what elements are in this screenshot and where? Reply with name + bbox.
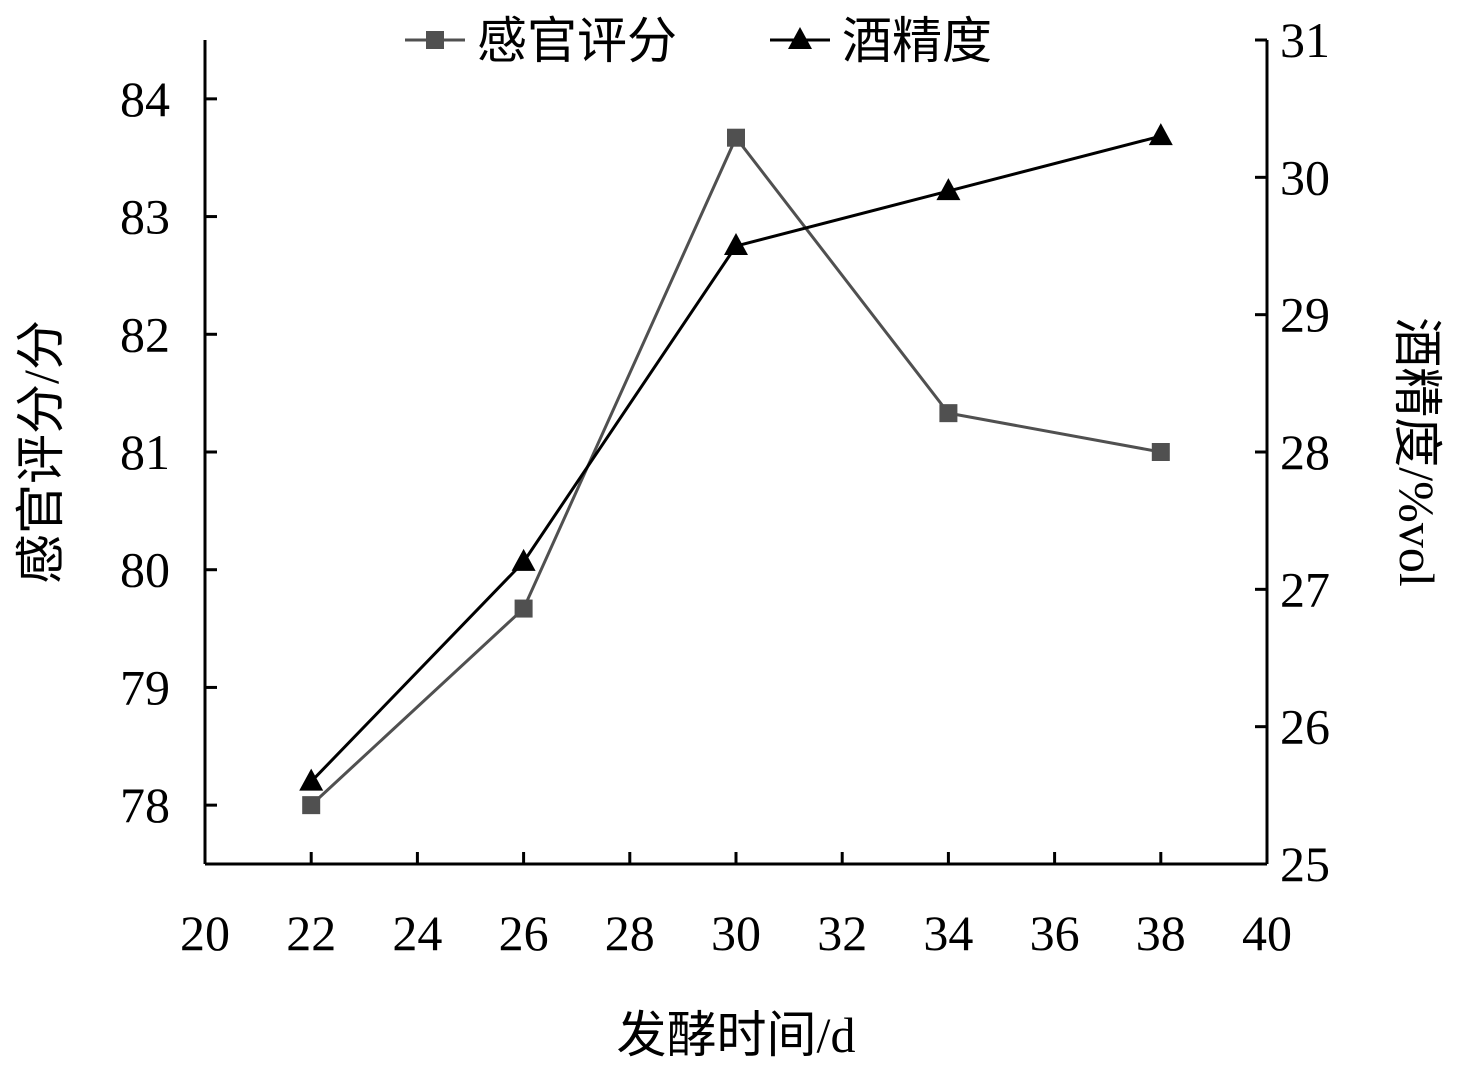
y2-tick-label: 31 — [1280, 12, 1330, 68]
point — [1151, 443, 1170, 461]
x-tick-label: 32 — [817, 905, 867, 961]
point — [727, 128, 745, 147]
x-tick-label: 26 — [499, 905, 549, 961]
y2-tick-label: 30 — [1280, 149, 1330, 205]
y-tick-label: 84 — [120, 71, 170, 127]
y-tick-label: 83 — [120, 189, 170, 245]
point — [939, 404, 958, 423]
x-tick-label: 36 — [1030, 905, 1080, 961]
x-tick-label: 40 — [1242, 905, 1292, 961]
point — [511, 548, 536, 571]
x-tick-label: 24 — [392, 905, 442, 961]
y-axis-label: 感官评分/分 — [13, 320, 69, 584]
point — [724, 233, 748, 255]
y-tick-label: 79 — [120, 659, 170, 715]
y-tick-label: 81 — [120, 424, 170, 480]
series-line — [310, 134, 1162, 783]
y-tick-label: 78 — [120, 777, 170, 833]
point — [1148, 123, 1173, 146]
y2-axis-label: 酒精度/%vol — [1389, 317, 1445, 586]
y2-tick-label: 25 — [1280, 836, 1330, 892]
point — [514, 599, 533, 618]
point — [302, 796, 321, 815]
x-tick-label: 20 — [180, 905, 230, 961]
legend-marker — [788, 27, 812, 49]
x-tick-label: 38 — [1136, 905, 1186, 961]
y2-tick-label: 28 — [1280, 424, 1330, 480]
y-tick-label: 80 — [120, 542, 170, 598]
point — [936, 178, 961, 201]
y-tick-label: 82 — [120, 306, 170, 362]
x-tick-label: 28 — [605, 905, 655, 961]
legend-label: 感官评分 — [477, 13, 677, 69]
legend-marker — [426, 31, 444, 49]
legend-label: 酒精度 — [842, 13, 992, 69]
x-axis-label: 发酵时间/d — [617, 1007, 856, 1063]
y2-tick-label: 26 — [1280, 699, 1330, 755]
x-tick-label: 34 — [923, 905, 973, 961]
point — [299, 768, 324, 791]
x-tick-label: 30 — [711, 905, 761, 961]
x-tick-label: 22 — [286, 905, 336, 961]
y2-tick-label: 29 — [1280, 287, 1330, 343]
y2-tick-label: 27 — [1280, 561, 1330, 617]
